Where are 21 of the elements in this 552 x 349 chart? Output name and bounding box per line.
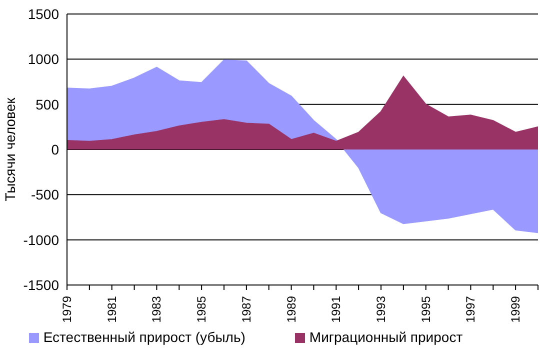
y-tick-label: 1000 [28,51,60,68]
x-tick-label: 1985 [194,296,209,323]
y-tick-label: -1500 [23,276,60,293]
x-tick-label: 1993 [374,296,388,323]
x-tick-label: 1995 [418,296,433,323]
y-tick-label: -500 [30,186,60,203]
y-tick-label: 0 [51,141,60,158]
legend-label: Естественный прирост (убыль) [43,329,246,345]
x-tick-label: 1989 [284,296,298,323]
x-tick-label: 1997 [464,296,478,323]
x-tick-label: 1991 [329,296,344,323]
y-axis-title: Тысячи человек [2,96,18,202]
x-tick-label: 1979 [60,296,74,323]
y-tick-label: -1000 [23,232,60,248]
x-tick-label: 1987 [239,296,254,323]
y-tick-label: 500 [36,96,60,112]
x-tick-label: 1981 [104,296,119,323]
legend-label: Миграционный прирост [309,329,463,345]
x-tick-label: 1999 [508,296,523,323]
x-tick-label: 1983 [150,296,164,323]
y-tick-label: 1500 [28,6,60,22]
